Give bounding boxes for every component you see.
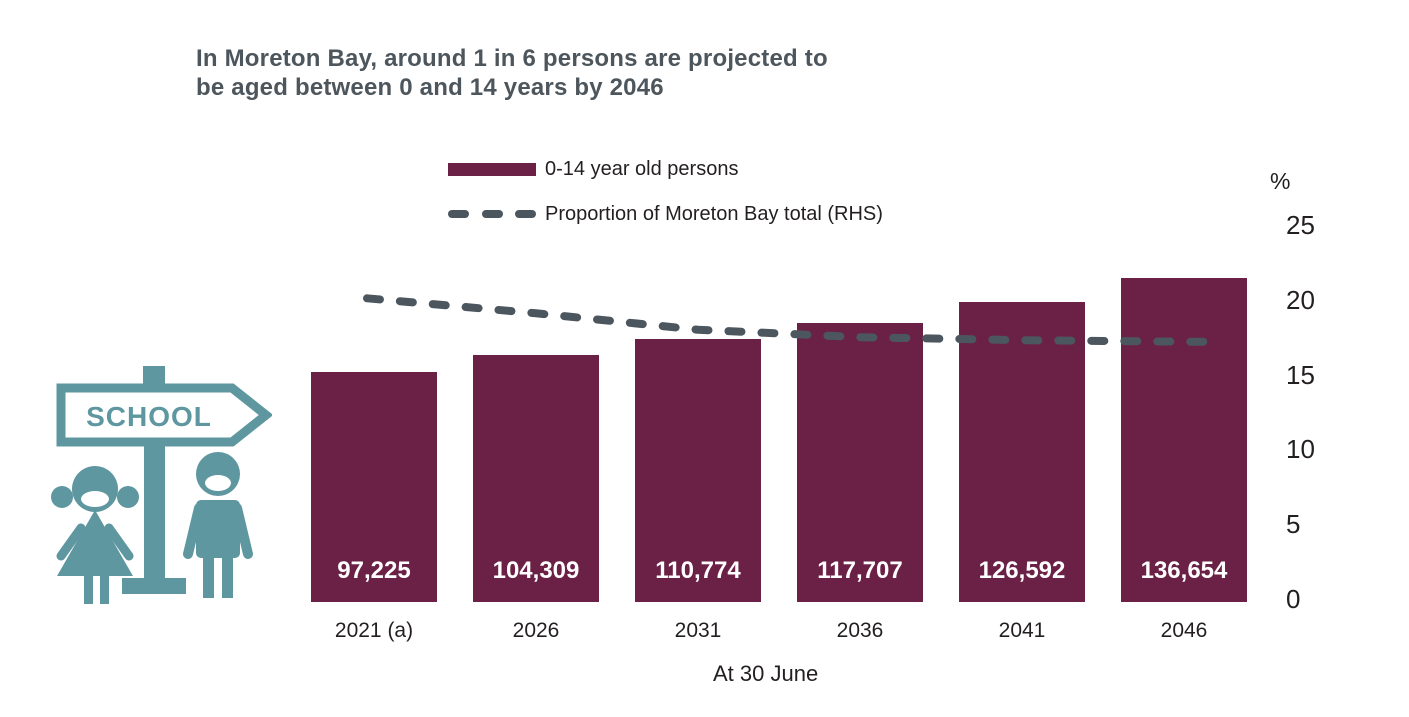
x-tick-label: 2036 <box>836 619 884 642</box>
right-axis-tick-label: 10 <box>1286 434 1315 465</box>
x-axis-title: At 30 June <box>713 661 819 686</box>
bar-value-label: 136,654 <box>1140 557 1228 584</box>
legend-row-line: Proportion of Moreton Bay total (RHS) <box>448 202 883 226</box>
bar-2046 <box>1121 278 1247 602</box>
school-sign-text: SCHOOL <box>86 401 212 432</box>
chart-title-line1: In Moreton Bay, around 1 in 6 persons ar… <box>196 45 828 72</box>
boy-icon <box>183 452 253 598</box>
right-axis-tick-label: 0 <box>1286 584 1301 614</box>
bar-2031 <box>635 339 761 602</box>
right-axis-tick-label: 5 <box>1286 509 1301 540</box>
legend: 0-14 year old persons Proportion of More… <box>448 157 883 247</box>
x-tick-label: 2046 <box>1160 619 1208 642</box>
bar-value-label: 104,309 <box>492 557 580 584</box>
legend-row-bars: 0-14 year old persons <box>448 157 883 181</box>
chart-title-line2: be aged between 0 and 14 years by 2046 <box>196 74 664 101</box>
x-tick-label: 2041 <box>998 619 1046 642</box>
school-children-icon: SCHOOL <box>51 366 272 604</box>
right-axis-tick-label: 20 <box>1286 284 1315 315</box>
bar-value-label: 117,707 <box>817 557 903 584</box>
legend-bar-label: 0-14 year old persons <box>545 157 739 180</box>
bar-value-label: 110,774 <box>655 557 741 584</box>
right-axis-tick-label: 25 <box>1286 210 1315 240</box>
legend-dashed-line-swatch <box>448 210 536 218</box>
chart-title: In Moreton Bay, around 1 in 6 persons ar… <box>196 44 828 102</box>
right-axis-unit-label: % <box>1270 168 1291 194</box>
bar-2036 <box>797 323 923 602</box>
bar-value-label: 97,225 <box>337 557 411 584</box>
right-axis-tick-label: 15 <box>1286 359 1315 390</box>
bar-value-label: 126,592 <box>978 557 1066 584</box>
bar-2041 <box>959 302 1085 602</box>
x-tick-label: 2026 <box>512 619 560 642</box>
girl-icon <box>51 466 139 604</box>
x-tick-label: 2021 (a) <box>334 619 414 642</box>
legend-bar-swatch <box>448 162 536 176</box>
bar-2026 <box>473 355 599 602</box>
bar-2021 <box>311 372 437 602</box>
legend-line-label: Proportion of Moreton Bay total (RHS) <box>545 202 883 225</box>
school-sign-icon: SCHOOL <box>56 366 272 594</box>
x-tick-label: 2031 <box>674 619 722 642</box>
